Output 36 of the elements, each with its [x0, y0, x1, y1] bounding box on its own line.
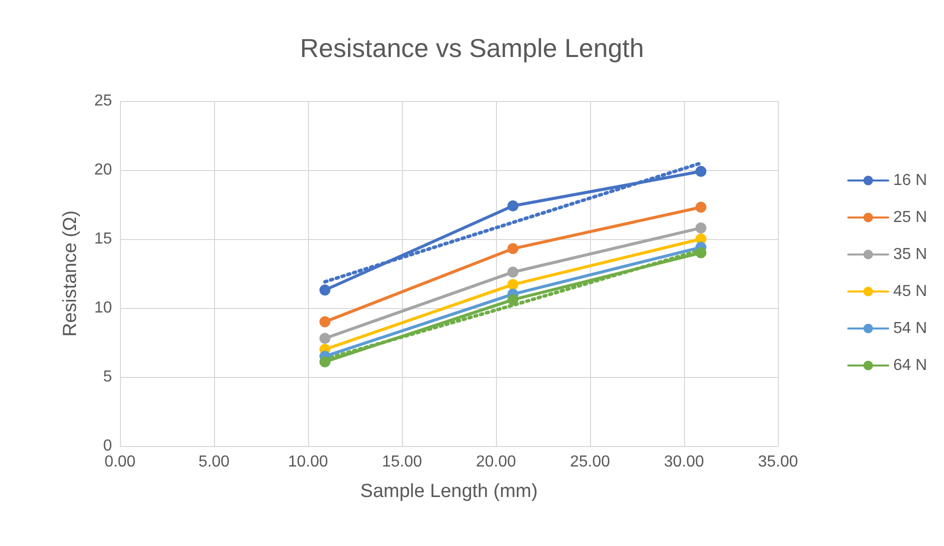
x-tick-label: 20.00	[476, 454, 516, 470]
y-tick-label: 25	[94, 92, 112, 110]
point	[507, 200, 518, 212]
x-tick-label: 5.00	[198, 454, 230, 470]
point	[319, 284, 330, 296]
y-axis-title: Resistance (Ω)	[60, 210, 81, 337]
y-tick-label: 5	[103, 368, 112, 386]
point	[507, 294, 518, 306]
x-axis-title: Sample Length (mm)	[360, 481, 538, 502]
x-tick-label: 30.00	[664, 454, 704, 470]
x-tick-label: 35.00	[758, 454, 798, 470]
chart-title: Resistance vs Sample Length	[300, 33, 644, 63]
point	[695, 202, 706, 213]
point	[695, 166, 706, 177]
x-tick-label: 25.00	[570, 454, 610, 470]
point	[507, 266, 518, 278]
legend-label: 25 N	[893, 209, 927, 226]
y-tick-label: 15	[94, 230, 112, 248]
point	[507, 243, 518, 254]
x-tick-label: 15.00	[382, 454, 422, 470]
point	[319, 332, 330, 344]
legend-label: 35 N	[893, 246, 927, 263]
x-tick-label: 10.00	[288, 454, 328, 470]
point	[507, 279, 518, 290]
y-tick-label: 0	[103, 438, 112, 454]
point	[695, 222, 706, 234]
x-tick-label: 0.00	[104, 454, 136, 470]
point	[319, 356, 330, 368]
point	[319, 316, 330, 328]
legend-label: 54 N	[893, 320, 927, 337]
legend-label: 16 N	[893, 172, 927, 189]
point	[695, 247, 706, 258]
legend-label: 64 N	[893, 357, 927, 374]
y-tick-label: 20	[94, 162, 112, 178]
y-tick-label: 10	[94, 300, 112, 316]
legend-label: 45 N	[893, 283, 927, 300]
